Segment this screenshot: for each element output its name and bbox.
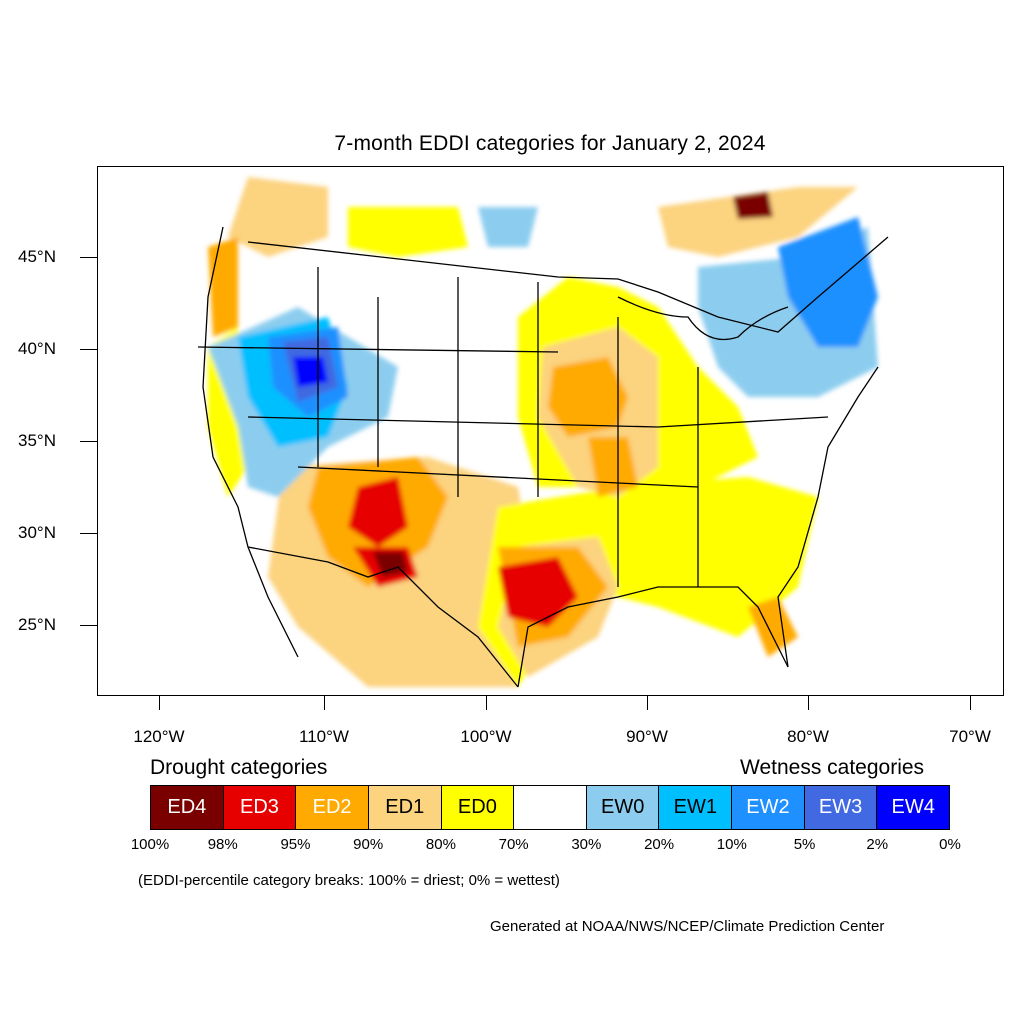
legend-break-label: 70% — [498, 836, 529, 853]
lat-tick-35 — [80, 441, 97, 443]
lat-label: 45°N — [18, 247, 56, 266]
legend-break-label: 10% — [716, 836, 747, 853]
gulf-coast — [517, 586, 789, 688]
legend-swatch-ew4: EW4 — [877, 786, 950, 829]
legend-break-label: 100% — [130, 836, 170, 853]
ew2-region-northeast — [778, 217, 878, 347]
state-line-6 — [247, 416, 659, 428]
eddi-map — [197, 177, 889, 688]
ed2-region-iowa — [548, 357, 628, 437]
lon-tick-120 — [159, 696, 161, 710]
us-canada-border — [247, 236, 889, 333]
lon-tick-80 — [808, 696, 810, 710]
legend-break-label: 5% — [793, 836, 816, 853]
state-line-5 — [197, 346, 559, 353]
wetness-heading: Wetness categories — [740, 756, 925, 779]
legend-swatch-ed0: ED0 — [441, 786, 515, 829]
lat-tick-45 — [80, 257, 97, 259]
legend-swatch-ew3: EW3 — [804, 786, 878, 829]
lat-tick-40 — [80, 349, 97, 351]
state-line-7 — [297, 466, 699, 488]
state-line-10 — [657, 416, 829, 428]
legend-swatch-ed4: ED4 — [151, 786, 224, 829]
lat-label: 40°N — [18, 339, 56, 358]
lat-tick-25 — [80, 625, 97, 627]
category-note: (EDDI-percentile category breaks: 100% =… — [138, 872, 560, 889]
legend-swatch-ed2: ED2 — [296, 786, 369, 829]
legend-break-label: 2% — [866, 836, 889, 853]
boundaries — [197, 226, 889, 688]
lon-tick-110 — [324, 696, 326, 710]
legend-break-label: 90% — [353, 836, 384, 853]
ed2-region-westcoast — [208, 237, 238, 337]
legend-swatch-ew2: EW2 — [732, 786, 805, 829]
legend-colorbar: ED4 ED3 ED2 ED1 ED0 EW0 EW1 EW2 EW3 EW4 — [150, 785, 950, 830]
map-title: 7-month EDDI categories for January 2, 2… — [334, 132, 766, 155]
lon-tick-70 — [970, 696, 972, 710]
lon-label: 80°W — [787, 727, 829, 746]
legend-break-label: 30% — [571, 836, 602, 853]
legend-break-label: 98% — [207, 836, 238, 853]
lat-tick-30 — [80, 533, 97, 535]
ed3-region-texas — [498, 557, 578, 627]
lat-label: 25°N — [18, 615, 56, 634]
ew0-region-greatlakes — [478, 207, 538, 247]
lon-label: 70°W — [949, 727, 991, 746]
lon-label: 90°W — [626, 727, 668, 746]
category-shading — [208, 177, 878, 687]
ed2-region-florida — [748, 597, 798, 657]
legend-break-label: 80% — [425, 836, 456, 853]
ed4-region-quebec — [733, 192, 773, 219]
map-area — [97, 166, 1004, 696]
us-mexico-border — [247, 546, 519, 688]
ed0-region-south — [478, 477, 818, 687]
legend-break-label: 95% — [280, 836, 311, 853]
legend-swatch-ew0: EW0 — [586, 786, 660, 829]
ed1-region-northeast — [658, 187, 858, 257]
legend-swatch-neutral — [514, 786, 587, 829]
legend-swatch-ed1: ED1 — [368, 786, 442, 829]
legend-break-label: 20% — [644, 836, 675, 853]
east-coast — [777, 366, 879, 668]
drought-heading: Drought categories — [150, 756, 328, 779]
ew4-region-greatbasin — [293, 357, 328, 387]
legend-break-label: 0% — [939, 836, 961, 853]
great-lakes — [617, 296, 789, 341]
ed3-region-newmexico — [348, 477, 408, 547]
lon-label: 120°W — [133, 727, 185, 746]
lon-tick-100 — [486, 696, 488, 710]
legend-swatch-ew1: EW1 — [659, 786, 733, 829]
lon-label: 100°W — [460, 727, 512, 746]
lat-label: 30°N — [18, 523, 56, 542]
legend-swatch-ed3: ED3 — [223, 786, 297, 829]
lat-label: 35°N — [18, 431, 56, 450]
lon-tick-90 — [647, 696, 649, 710]
lon-label: 110°W — [299, 727, 349, 746]
ed0-region-north — [348, 207, 468, 257]
ed1-region-northwest — [228, 177, 328, 257]
ed4-region-borderland — [373, 552, 408, 577]
west-coast — [202, 226, 299, 658]
credit-line: Generated at NOAA/NWS/NCEP/Climate Predi… — [490, 918, 885, 935]
